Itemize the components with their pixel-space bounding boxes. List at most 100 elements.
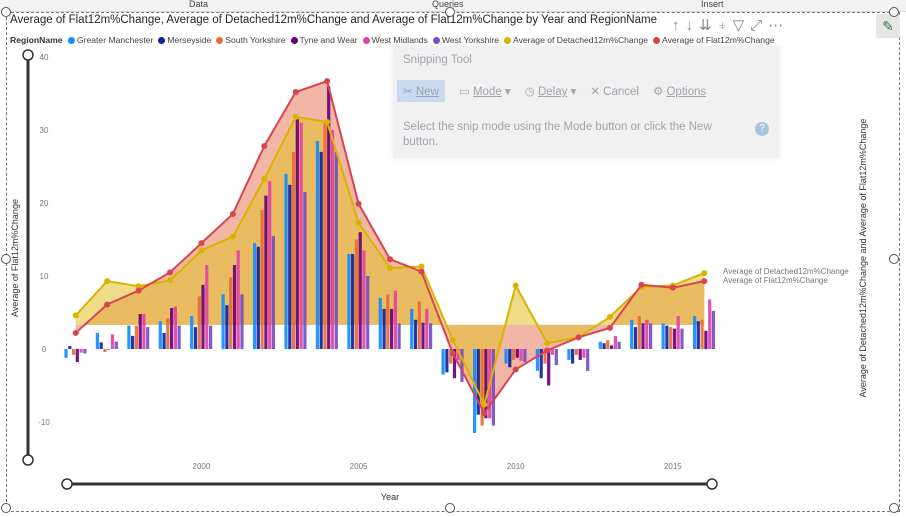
bar[interactable] xyxy=(268,181,272,349)
bar[interactable] xyxy=(390,308,394,349)
data-point[interactable] xyxy=(167,269,173,276)
bar[interactable] xyxy=(260,210,264,349)
snip-options-button[interactable]: ⚙ Options xyxy=(652,86,707,98)
bar[interactable] xyxy=(672,328,677,349)
data-point[interactable] xyxy=(355,200,362,207)
data-point[interactable] xyxy=(135,283,142,290)
data-point[interactable] xyxy=(701,278,708,285)
data-point[interactable] xyxy=(324,118,331,125)
legend-item[interactable]: West Midlands xyxy=(362,35,428,45)
resize-handle[interactable] xyxy=(445,7,455,17)
bar[interactable] xyxy=(378,297,382,349)
x-zoom-handle-right[interactable] xyxy=(706,478,718,490)
data-point[interactable] xyxy=(449,350,456,357)
bar[interactable] xyxy=(693,316,697,349)
bar[interactable] xyxy=(480,349,484,426)
bar[interactable] xyxy=(284,173,288,349)
bar[interactable] xyxy=(554,349,558,366)
bar[interactable] xyxy=(491,349,495,426)
bar[interactable] xyxy=(711,311,715,349)
bar[interactable] xyxy=(236,250,240,349)
bar[interactable] xyxy=(425,308,429,349)
bar[interactable] xyxy=(205,265,209,350)
bar[interactable] xyxy=(291,151,296,349)
bar[interactable] xyxy=(535,349,539,371)
bar[interactable] xyxy=(393,290,397,349)
data-point[interactable] xyxy=(544,347,551,354)
data-point[interactable] xyxy=(669,284,676,291)
bar[interactable] xyxy=(323,122,327,349)
bar[interactable] xyxy=(598,341,602,349)
bar[interactable] xyxy=(193,327,198,349)
bar[interactable] xyxy=(110,334,115,349)
y-zoom-handle-bottom[interactable] xyxy=(22,454,34,466)
bar[interactable] xyxy=(633,327,638,349)
data-point[interactable] xyxy=(72,312,79,319)
bar[interactable] xyxy=(504,349,508,364)
bar[interactable] xyxy=(303,192,307,349)
data-point[interactable] xyxy=(229,233,236,240)
bar[interactable] xyxy=(131,335,135,349)
resize-handle[interactable] xyxy=(889,7,899,17)
bar[interactable] xyxy=(362,250,366,349)
data-point[interactable] xyxy=(261,143,268,150)
bar[interactable] xyxy=(602,343,606,349)
resize-handle[interactable] xyxy=(1,7,11,17)
bar[interactable] xyxy=(177,325,181,349)
bar[interactable] xyxy=(476,349,480,415)
data-point[interactable] xyxy=(198,247,205,254)
ribbon-tab-data[interactable]: Data xyxy=(189,0,209,9)
bar[interactable] xyxy=(190,316,194,349)
bar[interactable] xyxy=(515,349,519,358)
bar[interactable] xyxy=(539,349,543,379)
legend-item[interactable]: West Yorkshire xyxy=(432,35,499,45)
legend-item[interactable]: Average of Detached12m%Change xyxy=(504,35,648,45)
bar[interactable] xyxy=(99,342,103,349)
bar[interactable] xyxy=(334,151,338,349)
snip-delay-button[interactable]: ◷ Delay ▾ xyxy=(524,86,577,98)
bar[interactable] xyxy=(295,119,299,349)
bar[interactable] xyxy=(256,246,260,349)
bar[interactable] xyxy=(382,308,386,349)
data-point[interactable] xyxy=(512,282,519,289)
bar[interactable] xyxy=(103,349,107,352)
bar[interactable] xyxy=(641,323,645,349)
bar[interactable] xyxy=(114,341,118,349)
bar[interactable] xyxy=(225,305,229,349)
bar[interactable] xyxy=(543,349,547,364)
bar[interactable] xyxy=(64,349,68,358)
bar[interactable] xyxy=(229,277,233,350)
legend-item[interactable]: Merseyside xyxy=(158,35,211,45)
bar[interactable] xyxy=(582,349,586,358)
bar[interactable] xyxy=(351,254,355,349)
data-point[interactable] xyxy=(198,240,205,247)
bar[interactable] xyxy=(445,349,449,373)
snip-cancel-button[interactable]: ✕ Cancel xyxy=(590,86,639,98)
bar[interactable] xyxy=(680,328,684,349)
data-point[interactable] xyxy=(449,337,456,344)
resize-handle[interactable] xyxy=(1,254,11,264)
focus-mode-icon[interactable]: ⤢ xyxy=(750,17,769,34)
bar[interactable] xyxy=(473,349,477,433)
x-zoom-handle-left[interactable] xyxy=(61,478,73,490)
data-point[interactable] xyxy=(418,263,425,270)
more-options-icon[interactable]: ⋯ xyxy=(768,17,790,34)
bar[interactable] xyxy=(95,332,99,349)
bar[interactable] xyxy=(484,349,488,419)
bar[interactable] xyxy=(700,319,704,349)
bar[interactable] xyxy=(550,349,555,355)
expand-hierarchy-icon[interactable]: ⍖ xyxy=(717,17,733,34)
bar[interactable] xyxy=(417,301,421,349)
legend-item[interactable]: Average of Flat12m%Change xyxy=(653,35,775,45)
legend-item[interactable]: Greater Manchester xyxy=(67,35,153,45)
bar[interactable] xyxy=(460,349,464,382)
bar[interactable] xyxy=(166,318,170,349)
data-point[interactable] xyxy=(387,264,393,271)
bar[interactable] xyxy=(138,314,142,349)
bar[interactable] xyxy=(71,349,76,355)
bar[interactable] xyxy=(547,349,551,386)
bar[interactable] xyxy=(232,265,237,350)
bar[interactable] xyxy=(696,321,700,349)
data-point[interactable] xyxy=(481,410,488,417)
expand-all-icon[interactable]: ⇊ xyxy=(699,17,718,34)
